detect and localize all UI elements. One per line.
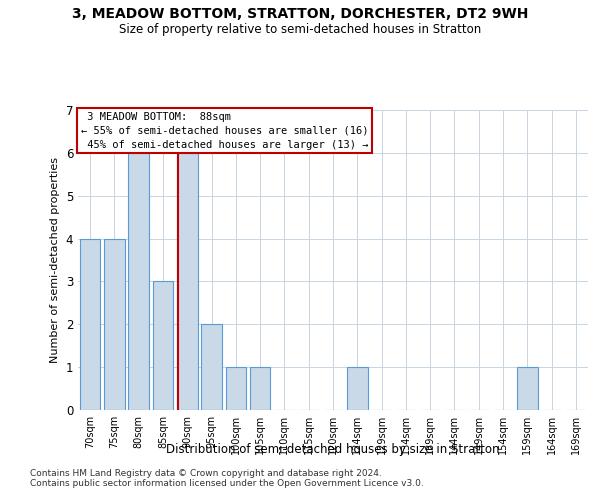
Bar — [104, 238, 125, 410]
Bar — [347, 367, 368, 410]
Bar — [177, 153, 197, 410]
Bar — [152, 282, 173, 410]
Bar — [250, 367, 271, 410]
Text: 3 MEADOW BOTTOM:  88sqm
← 55% of semi-detached houses are smaller (16)
 45% of s: 3 MEADOW BOTTOM: 88sqm ← 55% of semi-det… — [80, 112, 368, 150]
Text: Size of property relative to semi-detached houses in Stratton: Size of property relative to semi-detach… — [119, 22, 481, 36]
Text: 3, MEADOW BOTTOM, STRATTON, DORCHESTER, DT2 9WH: 3, MEADOW BOTTOM, STRATTON, DORCHESTER, … — [72, 8, 528, 22]
Text: Contains HM Land Registry data © Crown copyright and database right 2024.: Contains HM Land Registry data © Crown c… — [30, 468, 382, 477]
Bar — [517, 367, 538, 410]
Text: Distribution of semi-detached houses by size in Stratton: Distribution of semi-detached houses by … — [166, 442, 500, 456]
Bar — [201, 324, 222, 410]
Bar — [128, 153, 149, 410]
Text: Contains public sector information licensed under the Open Government Licence v3: Contains public sector information licen… — [30, 478, 424, 488]
Y-axis label: Number of semi-detached properties: Number of semi-detached properties — [50, 157, 60, 363]
Bar — [80, 238, 100, 410]
Bar — [226, 367, 246, 410]
